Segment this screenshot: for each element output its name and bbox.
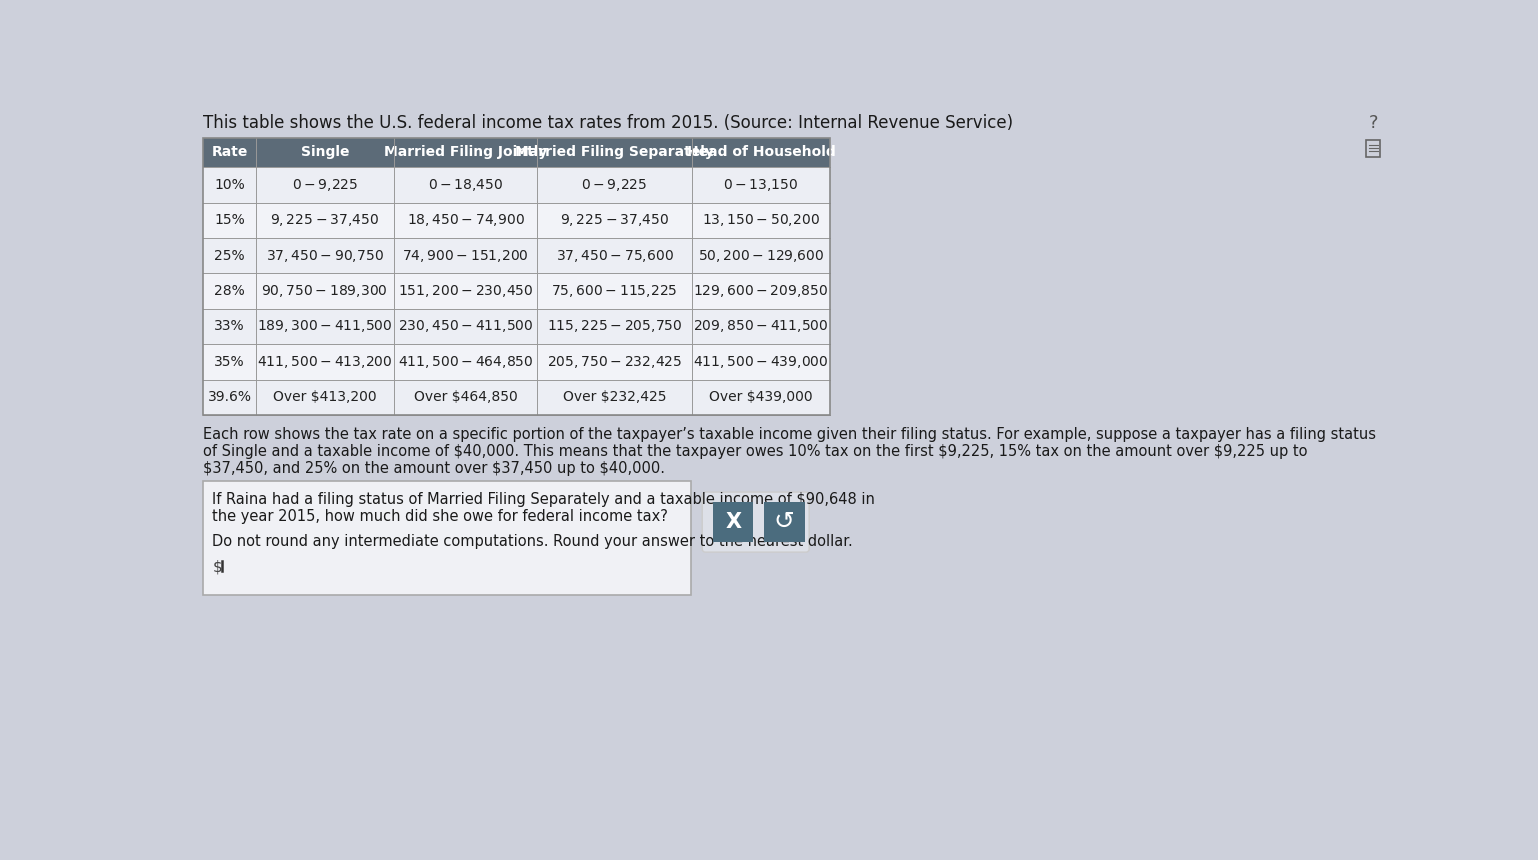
Text: 39.6%: 39.6% — [208, 390, 251, 404]
Text: $0-$18,450: $0-$18,450 — [428, 177, 503, 193]
Text: $0-$13,150: $0-$13,150 — [723, 177, 798, 193]
Bar — [764, 502, 804, 542]
Text: Single: Single — [300, 145, 349, 159]
Text: $0-$9,225: $0-$9,225 — [292, 177, 358, 193]
Bar — [714, 502, 754, 542]
Text: This table shows the U.S. federal income tax rates from 2015. (Source: Internal : This table shows the U.S. federal income… — [203, 114, 1014, 132]
Text: Over $439,000: Over $439,000 — [709, 390, 814, 404]
Text: $37,450-$90,750: $37,450-$90,750 — [266, 248, 383, 264]
Text: $37,450, and 25% on the amount over $37,450 up to $40,000.: $37,450, and 25% on the amount over $37,… — [203, 461, 664, 476]
Text: the year 2015, how much did she owe for federal income tax?: the year 2015, how much did she owe for … — [212, 509, 669, 524]
Text: Over $464,850: Over $464,850 — [414, 390, 517, 404]
Text: $50,200-$129,600: $50,200-$129,600 — [698, 248, 824, 264]
Text: Married Filing Separately: Married Filing Separately — [515, 145, 714, 159]
Bar — [203, 238, 831, 273]
Text: Each row shows the tax rate on a specific portion of the taxpayer’s taxable inco: Each row shows the tax rate on a specifi… — [203, 427, 1377, 442]
Text: 25%: 25% — [214, 249, 245, 262]
Text: $37,450-$75,600: $37,450-$75,600 — [555, 248, 674, 264]
Text: $411,500-$413,200: $411,500-$413,200 — [257, 354, 392, 370]
Text: If Raina had a filing status of Married Filing Separately and a taxable income o: If Raina had a filing status of Married … — [212, 492, 875, 507]
Text: 10%: 10% — [214, 178, 245, 192]
Text: $411,500-$439,000: $411,500-$439,000 — [694, 354, 829, 370]
Bar — [203, 138, 831, 415]
Text: Over $413,200: Over $413,200 — [272, 390, 377, 404]
Text: $0-$9,225: $0-$9,225 — [581, 177, 647, 193]
Text: ?: ? — [1369, 114, 1378, 132]
Text: $205,750-$232,425: $205,750-$232,425 — [548, 354, 683, 370]
Text: 33%: 33% — [214, 320, 245, 334]
Text: $209,850-$411,500: $209,850-$411,500 — [694, 318, 829, 335]
Bar — [203, 344, 831, 379]
Bar — [203, 273, 831, 309]
Text: $151,200-$230,450: $151,200-$230,450 — [398, 283, 534, 299]
Text: 28%: 28% — [214, 284, 245, 298]
Text: Rate: Rate — [211, 145, 248, 159]
Text: $13,150-$50,200: $13,150-$50,200 — [703, 212, 820, 228]
Text: $: $ — [212, 560, 221, 574]
Text: $411,500-$464,850: $411,500-$464,850 — [398, 354, 534, 370]
FancyBboxPatch shape — [703, 492, 809, 552]
Text: $9,225-$37,450: $9,225-$37,450 — [271, 212, 380, 228]
Text: ↺: ↺ — [774, 510, 795, 534]
Text: 35%: 35% — [214, 355, 245, 369]
Bar — [203, 202, 831, 238]
Text: of Single and a taxable income of $40,000. This means that the taxpayer owes 10%: of Single and a taxable income of $40,00… — [203, 445, 1307, 459]
Bar — [203, 379, 831, 415]
Text: $9,225-$37,450: $9,225-$37,450 — [560, 212, 669, 228]
Text: $74,900-$151,200: $74,900-$151,200 — [401, 248, 529, 264]
Bar — [203, 309, 831, 344]
Text: Head of Household: Head of Household — [687, 145, 835, 159]
Text: $90,750-$189,300: $90,750-$189,300 — [261, 283, 388, 299]
Bar — [203, 138, 831, 167]
Text: $75,600-$115,225: $75,600-$115,225 — [552, 283, 678, 299]
Text: Do not round any intermediate computations. Round your answer to the nearest dol: Do not round any intermediate computatio… — [212, 533, 854, 549]
Text: $115,225-$205,750: $115,225-$205,750 — [548, 318, 683, 335]
Text: 15%: 15% — [214, 213, 245, 227]
Text: Over $232,425: Over $232,425 — [563, 390, 666, 404]
Text: $230,450-$411,500: $230,450-$411,500 — [398, 318, 534, 335]
Text: X: X — [724, 512, 741, 532]
Bar — [203, 482, 692, 595]
Bar — [203, 167, 831, 202]
Text: Married Filing Jointly: Married Filing Jointly — [384, 145, 548, 159]
Text: $18,450-$74,900: $18,450-$74,900 — [406, 212, 524, 228]
Text: $189,300-$411,500: $189,300-$411,500 — [257, 318, 392, 335]
Text: $129,600-$209,850: $129,600-$209,850 — [694, 283, 829, 299]
Bar — [1366, 140, 1380, 157]
